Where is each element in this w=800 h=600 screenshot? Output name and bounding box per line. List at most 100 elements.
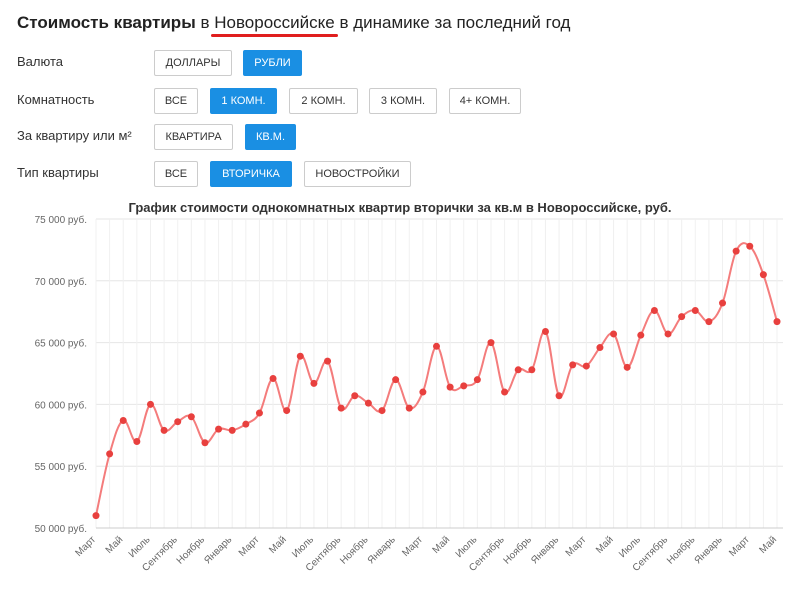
data-point[interactable] — [146, 400, 154, 408]
data-point[interactable] — [337, 404, 345, 412]
x-tick-label: Март — [237, 534, 262, 559]
price-series — [92, 242, 781, 520]
data-point[interactable] — [569, 361, 577, 369]
y-tick-label: 65 000 руб. — [35, 338, 87, 350]
y-tick-label: 50 000 руб. — [35, 523, 87, 535]
data-point[interactable] — [487, 339, 495, 347]
y-tick-label: 75 000 руб. — [35, 214, 87, 226]
data-point[interactable] — [324, 357, 332, 365]
x-tick-label: Март — [564, 534, 589, 559]
rooms-2-button[interactable]: 2 КОМН. — [289, 88, 358, 114]
data-point[interactable] — [759, 271, 767, 279]
data-point[interactable] — [405, 404, 413, 412]
data-point[interactable] — [364, 399, 372, 407]
city-underline — [211, 34, 338, 37]
data-point[interactable] — [106, 450, 114, 458]
rooms-all-button[interactable]: ВСЕ — [154, 88, 198, 114]
x-tick-label: Май — [267, 534, 289, 556]
data-point[interactable] — [746, 242, 754, 250]
data-point[interactable] — [92, 512, 100, 520]
data-point[interactable] — [678, 313, 686, 321]
page-header: Стоимость квартиры в Новороссийске в дин… — [17, 13, 570, 37]
data-point[interactable] — [242, 420, 250, 428]
x-tick-label: Март — [400, 534, 425, 559]
x-tick-label: Март — [73, 534, 98, 559]
data-point[interactable] — [528, 366, 536, 374]
data-point[interactable] — [433, 342, 440, 350]
data-point[interactable] — [582, 362, 590, 370]
type-new-buildings-button[interactable]: НОВОСТРОЙКИ — [304, 161, 411, 187]
currency-label: Валюта — [17, 54, 63, 69]
x-tick-label: Январь — [202, 534, 234, 566]
type-label: Тип квартиры — [17, 165, 99, 180]
data-point[interactable] — [732, 247, 740, 255]
data-point[interactable] — [378, 407, 386, 415]
data-point[interactable] — [705, 318, 713, 326]
y-tick-label: 55 000 руб. — [35, 461, 87, 473]
data-point[interactable] — [392, 376, 400, 384]
data-point[interactable] — [623, 363, 631, 371]
unit-apartment-button[interactable]: КВАРТИРА — [154, 124, 233, 150]
data-point[interactable] — [419, 388, 427, 396]
rooms-1-button[interactable]: 1 КОМН. — [210, 88, 277, 114]
x-tick-label: Январь — [693, 534, 725, 566]
currency-filter: Валюта ДОЛЛАРЫ РУБЛИ — [0, 50, 800, 80]
data-point[interactable] — [773, 318, 781, 326]
data-point[interactable] — [501, 388, 509, 396]
y-tick-label: 70 000 руб. — [35, 276, 87, 288]
x-tick-label: Ноябрь — [174, 534, 207, 567]
data-point[interactable] — [555, 392, 563, 400]
unit-sqm-button[interactable]: КВ.М. — [245, 124, 296, 150]
data-point[interactable] — [133, 437, 141, 445]
city-name: Новороссийске — [214, 13, 335, 32]
data-point[interactable] — [691, 306, 699, 314]
x-tick-label: Май — [594, 534, 616, 556]
data-point[interactable] — [310, 379, 318, 387]
data-point[interactable] — [283, 407, 291, 415]
chart-title: График стоимости однокомнатных квартир в… — [128, 200, 671, 215]
currency-dollars-button[interactable]: ДОЛЛАРЫ — [154, 50, 232, 76]
data-point[interactable] — [664, 330, 672, 338]
data-point[interactable] — [541, 327, 549, 335]
x-tick-label: Январь — [529, 534, 561, 566]
rooms-filter: Комнатность ВСЕ 1 КОМН. 2 КОМН. 3 КОМН. … — [0, 88, 800, 118]
data-point[interactable] — [460, 382, 468, 390]
data-point[interactable] — [351, 392, 359, 400]
y-axis: 75 000 руб. 70 000 руб. 65 000 руб. 60 000 … — [35, 214, 87, 535]
currency-rubles-button[interactable]: РУБЛИ — [243, 50, 302, 76]
data-point[interactable] — [596, 344, 604, 352]
x-tick-label: Ноябрь — [664, 534, 697, 567]
data-point[interactable] — [473, 376, 481, 384]
data-point[interactable] — [201, 439, 209, 447]
price-chart: График стоимости однокомнатных квартир в… — [35, 200, 783, 574]
data-point[interactable] — [255, 409, 263, 417]
data-point[interactable] — [174, 418, 182, 426]
data-point[interactable] — [610, 330, 618, 338]
header-title: Стоимость квартиры — [17, 13, 196, 32]
unit-filter: За квартиру или м² КВАРТИРА КВ.М. — [0, 124, 800, 154]
unit-label: За квартиру или м² — [17, 128, 132, 143]
data-point[interactable] — [637, 331, 645, 339]
data-point[interactable] — [228, 426, 236, 434]
data-point[interactable] — [650, 306, 658, 314]
data-point[interactable] — [719, 299, 727, 307]
rooms-4plus-button[interactable]: 4+ КОМН. — [449, 88, 521, 114]
x-tick-label: Ноябрь — [337, 534, 370, 567]
type-all-button[interactable]: ВСЕ — [154, 161, 198, 187]
data-point[interactable] — [215, 425, 223, 433]
data-point[interactable] — [119, 416, 127, 424]
data-point[interactable] — [160, 426, 168, 434]
data-point[interactable] — [446, 383, 454, 391]
data-point[interactable] — [514, 366, 522, 374]
x-tick-label: Ноябрь — [501, 534, 534, 567]
city-selector[interactable]: Новороссийске — [211, 13, 338, 37]
data-point[interactable] — [187, 413, 195, 421]
data-point[interactable] — [269, 374, 277, 382]
rooms-3-button[interactable]: 3 КОМН. — [369, 88, 437, 114]
x-tick-label: Январь — [366, 534, 398, 566]
x-tick-label: Май — [757, 534, 779, 556]
type-secondary-button[interactable]: ВТОРИЧКА — [210, 161, 292, 187]
data-point[interactable] — [296, 352, 304, 360]
chart-grid — [95, 218, 783, 529]
